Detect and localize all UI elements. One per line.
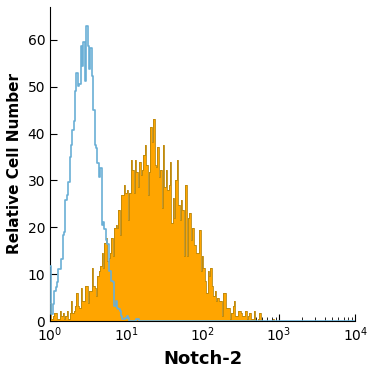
Y-axis label: Relative Cell Number: Relative Cell Number [7,74,22,255]
X-axis label: Notch-2: Notch-2 [163,350,242,368]
